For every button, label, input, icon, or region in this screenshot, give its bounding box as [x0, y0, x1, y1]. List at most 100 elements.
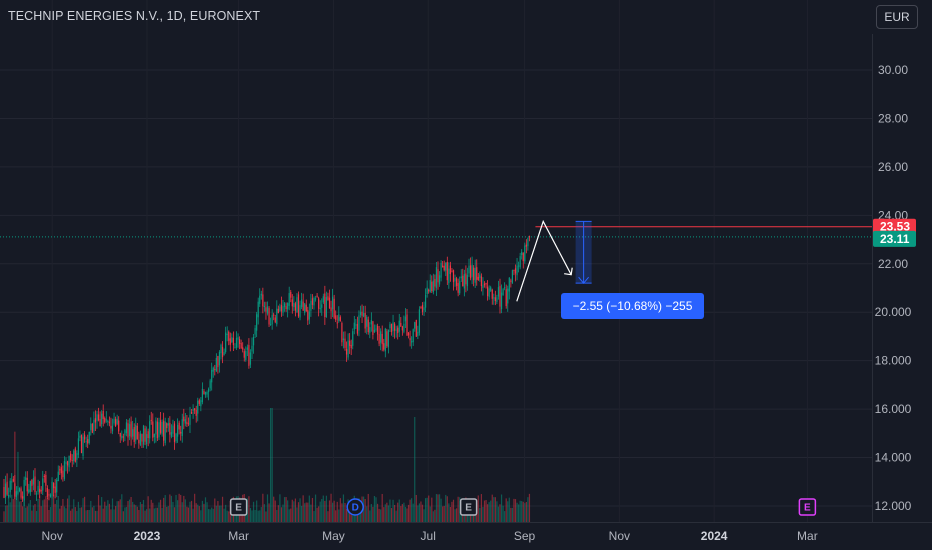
candle-body — [415, 319, 417, 337]
volume-bar — [190, 500, 193, 522]
candle-body — [25, 477, 27, 480]
volume-bar — [307, 502, 309, 522]
time-axis[interactable]: Nov 2023 Mar May Jul Sep Nov 2024 Mar — [0, 522, 932, 544]
volume-bar — [23, 495, 25, 522]
candle-body — [440, 262, 442, 278]
volume-bar — [257, 510, 259, 522]
candle-body — [266, 306, 269, 314]
candle-body — [380, 331, 382, 343]
candle-body — [141, 434, 143, 442]
candle-body — [91, 423, 93, 433]
candle-body — [511, 270, 513, 284]
candle-body — [318, 298, 320, 309]
volume-bar — [373, 495, 376, 522]
volume-bar — [488, 502, 490, 522]
volume-bar — [63, 506, 66, 522]
candle-body — [121, 435, 123, 439]
candle-body — [514, 268, 517, 274]
candle-body — [452, 270, 455, 283]
candle-body — [406, 314, 408, 336]
candle-body — [487, 286, 489, 297]
volume-bar — [487, 504, 489, 522]
volume-bar — [335, 510, 337, 522]
volume-bar — [53, 494, 55, 522]
volume-bar — [116, 501, 118, 522]
candle-body — [248, 345, 250, 366]
candle-body — [159, 420, 162, 433]
candle-body — [291, 299, 293, 307]
candle-body — [313, 297, 315, 306]
candle-body — [268, 308, 270, 325]
candle-body — [35, 493, 38, 495]
volume-bar — [206, 502, 208, 522]
candle-body — [170, 432, 172, 437]
time-tick-label: 2024 — [701, 529, 728, 543]
volume-bar — [15, 498, 17, 522]
volume-bar — [291, 499, 293, 522]
volume-bar — [91, 507, 93, 522]
candle-body — [314, 298, 317, 300]
volume-bar — [401, 504, 403, 522]
candle-body — [243, 351, 245, 358]
volume-bar — [96, 510, 98, 522]
volume-bar — [417, 505, 419, 522]
candle-body — [138, 439, 140, 444]
candle-body — [209, 380, 211, 389]
candle-body — [186, 421, 188, 425]
measure-arrowhead — [578, 276, 590, 284]
volume-bar — [59, 508, 61, 522]
candle-body — [161, 421, 163, 435]
candle-body — [197, 400, 199, 414]
candle-body — [6, 481, 8, 495]
volume-bar — [146, 509, 148, 522]
candle-body — [251, 345, 253, 352]
volume-bar — [463, 510, 465, 522]
volume-bar — [395, 510, 397, 522]
time-tick-label: May — [322, 529, 345, 543]
symbol-title: TECHNIP ENERGIES N.V., 1D, EURONEXT — [8, 9, 261, 23]
volume-bar — [29, 500, 31, 522]
candle-body — [302, 301, 304, 311]
volume-bar — [139, 501, 141, 522]
candle-body — [364, 313, 366, 329]
volume-bar — [201, 500, 203, 522]
volume-bar — [167, 506, 169, 522]
candle-body — [497, 287, 500, 297]
volume-bar — [94, 510, 97, 522]
volume-bar — [518, 504, 520, 522]
price-axis[interactable]: 30.0028.0026.0024.0022.0020.00018.00016.… — [872, 34, 912, 522]
candle-body — [285, 306, 287, 309]
candle-body — [15, 491, 17, 498]
candle-body — [252, 337, 255, 346]
candle-body — [403, 323, 405, 332]
candle-body — [352, 331, 354, 346]
volume-bar — [466, 510, 469, 522]
candle-body — [468, 265, 470, 274]
volume-bar — [223, 508, 225, 522]
candle-body — [350, 344, 352, 349]
candle-body — [51, 481, 53, 496]
volume-bar — [336, 501, 338, 522]
volume-bar — [169, 494, 171, 522]
candle-body — [82, 436, 84, 457]
candle-body — [195, 410, 197, 416]
candle-body — [149, 421, 151, 439]
candle-body — [43, 476, 45, 478]
volume-bar — [66, 498, 69, 522]
volume-bar — [266, 494, 269, 522]
volume-bar — [449, 506, 451, 522]
candle-body — [39, 488, 41, 493]
candle-body — [460, 276, 462, 279]
volume-bar — [479, 507, 481, 522]
candle-body — [280, 304, 283, 312]
candle-body — [118, 420, 120, 432]
volume-bar — [65, 508, 67, 522]
candle-body — [46, 487, 48, 497]
candle-body — [265, 307, 267, 312]
currency-button[interactable]: EUR — [876, 5, 918, 29]
candle-body — [234, 347, 236, 349]
volume-bar — [28, 503, 30, 522]
measure-label: −2.55 (−10.68%) −255 — [561, 293, 704, 319]
